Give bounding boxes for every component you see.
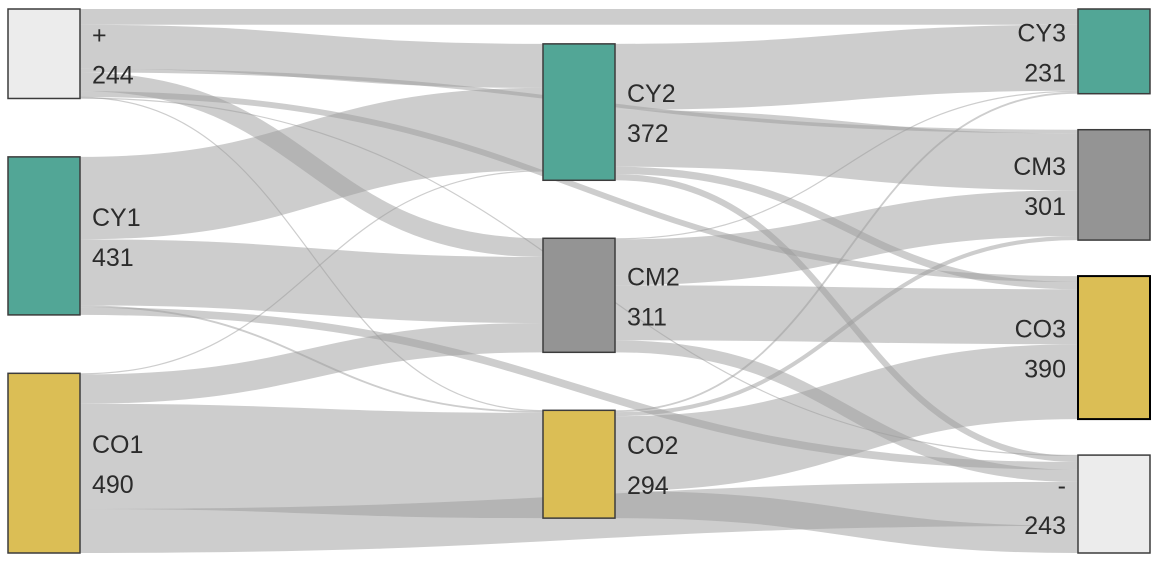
- node-CO1: [8, 373, 80, 553]
- node-label-CM3: CM3: [1013, 153, 1066, 181]
- node-plus: [8, 9, 80, 98]
- node-value-plus: 244: [92, 62, 134, 90]
- node-value-CO2: 294: [627, 472, 669, 500]
- link-CO1-to-CO2: [80, 456, 543, 465]
- node-label-CM2: CM2: [627, 263, 680, 291]
- node-label-plus: +: [92, 22, 107, 50]
- link-CY1-to-CY2: [80, 129, 543, 198]
- node-label-CY3: CY3: [1017, 19, 1066, 47]
- link-CY2-to-CM3: [615, 138, 1078, 161]
- node-minus: [1078, 455, 1150, 553]
- link-plus-to-CY2: [80, 47, 543, 66]
- node-value-minus: 243: [1024, 512, 1066, 540]
- node-label-CY1: CY1: [92, 204, 141, 232]
- node-CY1: [8, 157, 80, 315]
- link-CO2-to-CO3: [615, 382, 1078, 454]
- node-value-CO3: 390: [1024, 356, 1066, 384]
- node-CO2: [543, 410, 615, 518]
- link-CM2-to-CM3: [615, 213, 1078, 262]
- link-CY2-to-CY3: [615, 58, 1078, 77]
- node-CY2: [543, 44, 615, 180]
- link-CM2-to-CO3: [615, 313, 1078, 317]
- node-CM3: [1078, 130, 1150, 240]
- link-CO1-to-CM2: [80, 338, 543, 389]
- node-label-CO3: CO3: [1015, 316, 1066, 344]
- node-label-CO1: CO1: [92, 431, 143, 459]
- node-value-CY1: 431: [92, 244, 134, 272]
- node-CY3: [1078, 9, 1150, 94]
- node-value-CM2: 311: [627, 303, 667, 331]
- node-CM2: [543, 238, 615, 352]
- node-value-CM3: 301: [1024, 193, 1066, 221]
- node-value-CY3: 231: [1024, 59, 1066, 87]
- node-CO3: [1078, 276, 1150, 419]
- link-CY1-to-CM2: [80, 272, 543, 290]
- node-value-CO1: 490: [92, 471, 134, 499]
- node-label-CY2: CY2: [627, 80, 676, 108]
- node-label-minus: -: [1058, 472, 1066, 500]
- node-value-CY2: 372: [627, 120, 669, 148]
- node-label-CO2: CO2: [627, 432, 678, 460]
